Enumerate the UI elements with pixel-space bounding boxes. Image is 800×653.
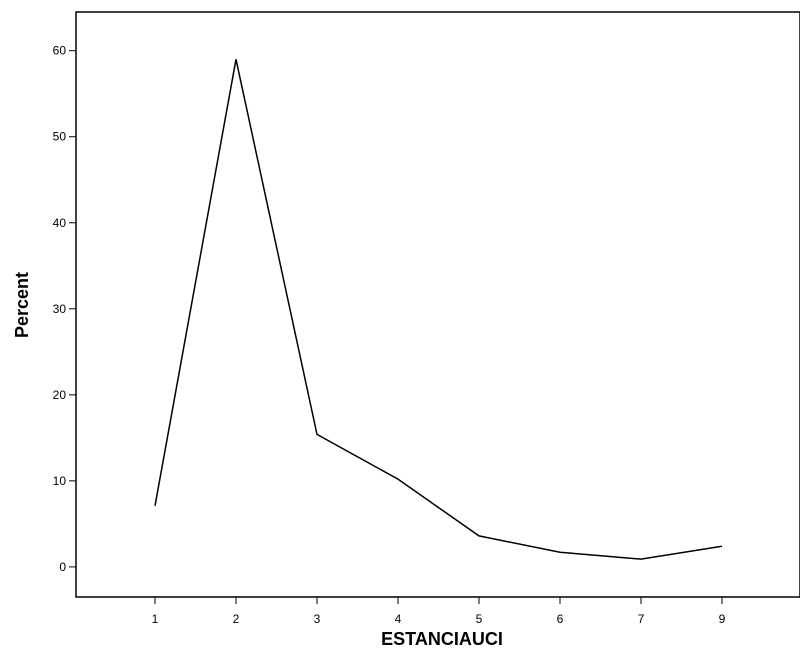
x-tick-label-5: 5	[476, 612, 483, 626]
y-tick-label-0: 0	[59, 560, 66, 574]
x-tick-label-1: 1	[152, 612, 159, 626]
y-tick-label-20: 20	[53, 388, 67, 402]
x-tick-label-4: 4	[395, 612, 402, 626]
series-line	[154, 59, 723, 560]
x-tick-label-7: 7	[638, 612, 645, 626]
y-tick-label-10: 10	[53, 474, 67, 488]
x-tick-label-9: 9	[719, 612, 726, 626]
x-axis: 1 2 3 4 5 6 7 9	[152, 597, 726, 626]
x-tick-label-3: 3	[314, 612, 321, 626]
x-tick-label-2: 2	[233, 612, 240, 626]
x-tick-label-6: 6	[557, 612, 564, 626]
y-tick-label-50: 50	[53, 130, 67, 144]
y-tick-label-30: 30	[53, 302, 67, 316]
x-axis-title: ESTANCIAUCI	[381, 629, 503, 649]
y-axis-title: Percent	[12, 272, 32, 338]
y-axis: 0 10 20 30 40 50 60	[53, 44, 76, 574]
y-tick-label-60: 60	[53, 44, 67, 58]
y-tick-label-40: 40	[53, 216, 67, 230]
plot-frame	[75, 11, 800, 598]
